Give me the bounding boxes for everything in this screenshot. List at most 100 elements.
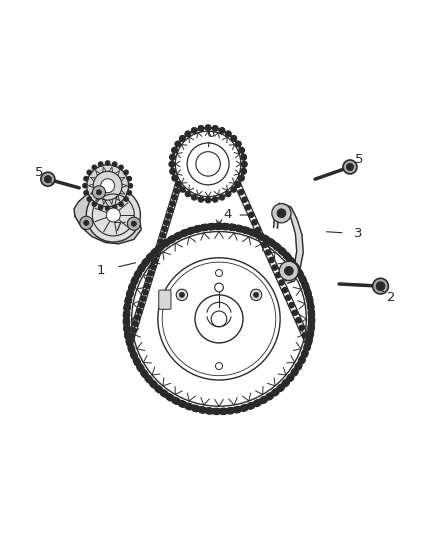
Circle shape — [260, 397, 266, 403]
Circle shape — [133, 321, 138, 327]
Circle shape — [300, 278, 307, 284]
Circle shape — [83, 183, 87, 188]
Circle shape — [155, 385, 161, 391]
Circle shape — [291, 370, 297, 376]
Circle shape — [174, 188, 179, 193]
Circle shape — [306, 338, 312, 344]
Circle shape — [172, 175, 177, 180]
Circle shape — [219, 128, 225, 133]
Circle shape — [248, 229, 254, 235]
Circle shape — [298, 358, 304, 364]
Circle shape — [158, 239, 163, 244]
Circle shape — [132, 276, 138, 282]
Circle shape — [168, 237, 174, 243]
Circle shape — [191, 128, 197, 133]
Circle shape — [124, 305, 130, 311]
Circle shape — [261, 235, 267, 241]
Circle shape — [169, 162, 174, 167]
Circle shape — [224, 224, 230, 230]
Circle shape — [265, 250, 271, 255]
Circle shape — [189, 227, 195, 233]
Circle shape — [146, 255, 152, 261]
Circle shape — [134, 272, 141, 278]
Circle shape — [131, 278, 138, 284]
Circle shape — [296, 269, 302, 275]
Circle shape — [150, 381, 156, 386]
Circle shape — [205, 125, 211, 130]
Circle shape — [249, 212, 254, 217]
Circle shape — [205, 125, 211, 130]
Circle shape — [156, 386, 162, 393]
Circle shape — [233, 407, 240, 413]
Circle shape — [143, 289, 148, 295]
Circle shape — [170, 236, 176, 241]
Circle shape — [275, 245, 281, 251]
Circle shape — [299, 275, 305, 281]
Circle shape — [304, 343, 311, 350]
Circle shape — [134, 360, 141, 366]
Circle shape — [214, 408, 220, 415]
Text: 1: 1 — [97, 264, 106, 277]
Circle shape — [299, 325, 304, 330]
Circle shape — [157, 245, 163, 251]
Circle shape — [170, 169, 175, 174]
Circle shape — [175, 141, 180, 147]
Circle shape — [119, 202, 123, 206]
Text: 7: 7 — [113, 221, 122, 233]
Circle shape — [170, 201, 175, 206]
Circle shape — [286, 295, 291, 300]
Circle shape — [261, 397, 267, 403]
Circle shape — [254, 292, 259, 297]
Circle shape — [129, 347, 135, 353]
Circle shape — [308, 326, 314, 332]
Circle shape — [127, 340, 133, 346]
Circle shape — [269, 240, 276, 246]
Circle shape — [196, 225, 202, 231]
Circle shape — [92, 202, 96, 206]
Circle shape — [308, 316, 314, 322]
Circle shape — [170, 155, 175, 160]
Circle shape — [306, 295, 312, 301]
Polygon shape — [274, 203, 303, 283]
Circle shape — [235, 225, 241, 231]
Circle shape — [172, 148, 177, 153]
Circle shape — [242, 197, 247, 203]
Circle shape — [156, 245, 162, 251]
Circle shape — [242, 227, 248, 233]
Circle shape — [168, 207, 173, 213]
Circle shape — [185, 403, 191, 409]
Circle shape — [301, 351, 307, 358]
Circle shape — [231, 224, 237, 231]
Circle shape — [168, 395, 174, 401]
Circle shape — [143, 259, 149, 264]
Circle shape — [175, 181, 180, 187]
Circle shape — [131, 328, 136, 333]
Circle shape — [307, 330, 314, 336]
Circle shape — [205, 408, 212, 414]
Circle shape — [308, 323, 314, 329]
Circle shape — [210, 223, 216, 230]
Circle shape — [146, 377, 152, 383]
Circle shape — [287, 375, 293, 382]
Circle shape — [304, 345, 310, 351]
Circle shape — [124, 312, 130, 318]
Circle shape — [249, 230, 255, 236]
Circle shape — [288, 374, 294, 380]
Circle shape — [135, 270, 141, 276]
Circle shape — [185, 131, 191, 136]
Circle shape — [99, 162, 103, 166]
Circle shape — [125, 331, 131, 337]
Circle shape — [134, 358, 140, 364]
Circle shape — [211, 311, 227, 327]
Circle shape — [274, 244, 280, 249]
Circle shape — [305, 291, 311, 297]
Circle shape — [292, 368, 298, 375]
Circle shape — [170, 168, 175, 174]
Circle shape — [242, 161, 247, 166]
Circle shape — [147, 254, 153, 261]
Circle shape — [219, 128, 225, 133]
Circle shape — [141, 296, 146, 301]
Circle shape — [268, 239, 274, 245]
Circle shape — [162, 227, 167, 232]
Circle shape — [41, 172, 55, 186]
